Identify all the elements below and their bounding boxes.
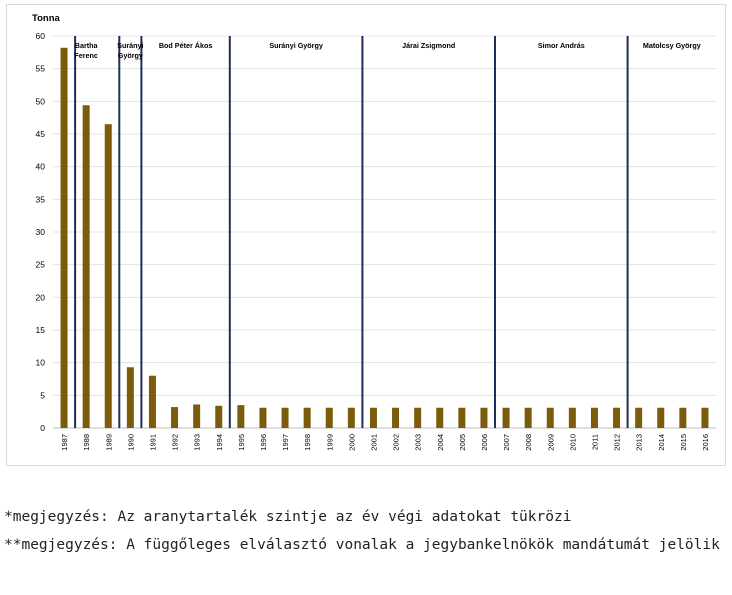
x-tick-label: 1990 (126, 434, 135, 451)
x-tick-label: 2014 (657, 434, 666, 451)
bar-1997 (281, 407, 289, 428)
governor-label: Bartha (75, 41, 99, 50)
x-tick-label: 2016 (701, 434, 710, 451)
bar-2006 (480, 407, 488, 428)
footnote-dividers: **megjegyzés: A függőleges elválasztó vo… (4, 537, 720, 553)
x-tick-label: 2011 (590, 434, 599, 450)
bar-1988 (82, 105, 90, 429)
bar-1987 (60, 47, 68, 428)
x-tick-label: 2012 (613, 434, 622, 451)
bar-2009 (546, 407, 554, 428)
governor-label: Ferenc (74, 51, 98, 60)
governor-label: Surányi György (269, 41, 323, 50)
y-tick-label: 55 (36, 64, 46, 74)
x-tick-label: 1988 (82, 434, 91, 451)
bar-1991 (148, 375, 156, 428)
y-tick-label: 20 (36, 292, 46, 302)
x-tick-label: 1995 (237, 434, 246, 451)
x-tick-label: 2009 (546, 434, 555, 451)
x-tick-label: 2007 (502, 434, 511, 451)
y-tick-label: 25 (36, 260, 46, 270)
chart-frame (6, 4, 726, 466)
x-tick-label: 2008 (524, 434, 533, 451)
x-tick-label: 1998 (303, 434, 312, 451)
gold-reserve-bar-chart: Tonna 0 5 10 15 20 25 30 35 40 45 50 55 60 1987 1988 198… (32, 13, 716, 451)
bar-2004 (436, 407, 444, 428)
x-tick-label: 1996 (259, 434, 268, 451)
y-tick-label: 5 (40, 390, 45, 400)
y-tick-label: 10 (36, 358, 46, 368)
y-tick-label: 40 (36, 162, 46, 172)
x-tick-label: 1992 (171, 434, 180, 451)
governor-label: Surányi (117, 41, 143, 50)
x-tick-label: 2013 (635, 434, 644, 451)
bar-2008 (524, 407, 532, 428)
bar-2012 (613, 407, 621, 428)
x-tick-label: 2000 (347, 434, 356, 451)
bar-2016 (701, 407, 709, 428)
x-tick-label: 2006 (480, 434, 489, 451)
bar-1998 (303, 407, 311, 428)
governor-label: Bod Péter Ákos (159, 41, 213, 50)
x-tick-label: 1997 (281, 434, 290, 451)
bar-1999 (325, 407, 333, 428)
x-tick-label: 2002 (392, 434, 401, 451)
y-tick-label: 60 (36, 31, 46, 41)
bar-2015 (679, 407, 687, 428)
bar-2001 (369, 407, 377, 428)
bar-2011 (590, 407, 598, 428)
governor-label: György (118, 51, 143, 60)
y-axis-label: Tonna (32, 13, 61, 24)
x-tick-label: 1993 (193, 434, 202, 451)
x-tick-label: 2005 (458, 434, 467, 451)
bar-2003 (414, 407, 422, 428)
bar-1990 (126, 367, 134, 428)
x-tick-label: 2004 (436, 434, 445, 451)
governor-label: Simor András (538, 41, 585, 50)
bar-2013 (635, 407, 643, 428)
x-tick-label: 2015 (679, 434, 688, 451)
bar-1992 (171, 407, 179, 428)
y-tick-label: 35 (36, 194, 46, 204)
bar-1989 (104, 124, 112, 428)
x-tick-label: 1994 (215, 434, 224, 451)
x-tick-label: 1991 (148, 434, 157, 451)
bar-2000 (347, 407, 355, 428)
bar-2002 (392, 407, 400, 428)
bar-2007 (502, 407, 510, 428)
y-tick-label: 30 (36, 227, 46, 237)
bar-1995 (237, 405, 245, 428)
x-tick-label: 1999 (325, 434, 334, 451)
y-tick-label: 50 (36, 96, 46, 106)
y-tick-label: 0 (40, 423, 45, 433)
governor-label: Járai Zsigmond (402, 41, 455, 50)
x-tick-label: 2003 (414, 434, 423, 451)
bar-1993 (193, 404, 201, 428)
bar-2005 (458, 407, 466, 428)
bar-1994 (215, 405, 223, 428)
bar-2010 (568, 407, 576, 428)
y-tick-label: 45 (36, 129, 46, 139)
x-tick-label: 2010 (568, 434, 577, 451)
bar-1996 (259, 407, 267, 428)
x-tick-label: 1987 (60, 434, 69, 451)
footnote-year-end: *megjegyzés: Az aranytartalék szintje az… (4, 509, 572, 525)
governor-label: Matolcsy György (643, 41, 701, 50)
x-tick-label: 2001 (369, 434, 378, 451)
bar-2014 (657, 407, 665, 428)
y-tick-label: 15 (36, 325, 46, 335)
x-tick-label: 1989 (104, 434, 113, 451)
